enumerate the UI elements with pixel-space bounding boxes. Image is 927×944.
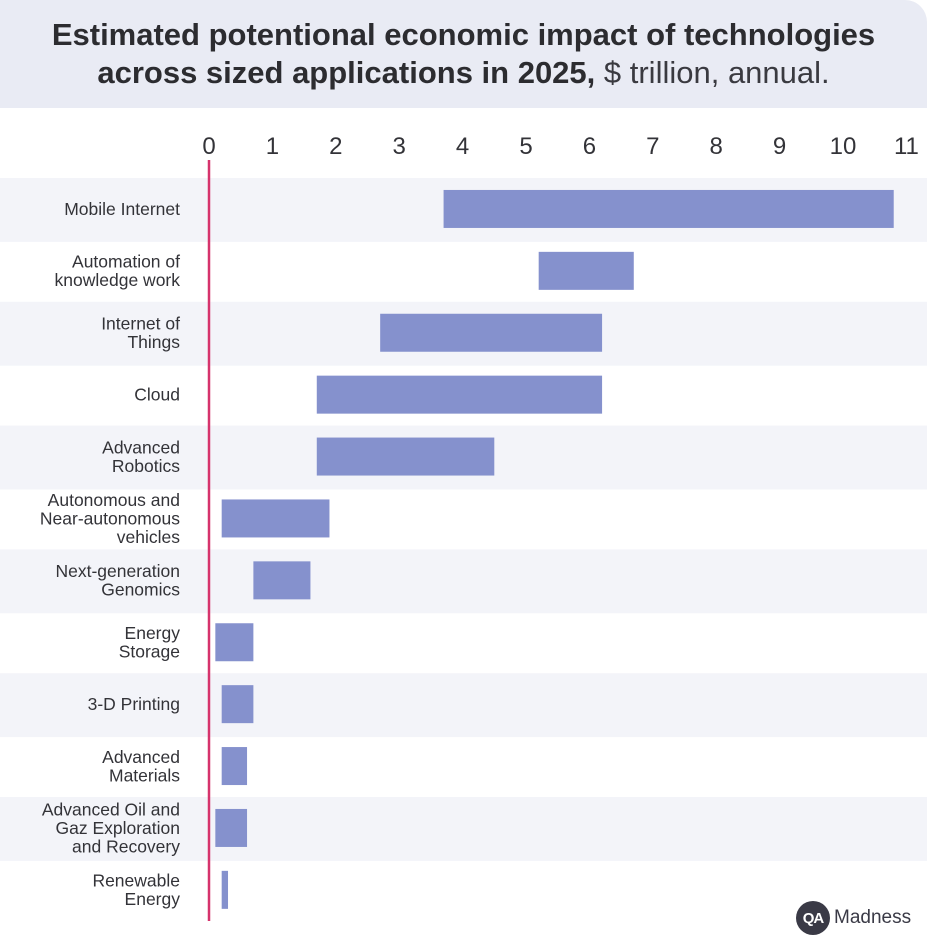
category-label-line: Materials (109, 765, 180, 785)
category-label: Mobile Internet (64, 199, 180, 219)
category-label: Autonomous and Near-autonomous vehicles (40, 490, 180, 547)
category-label-line: Mobile Internet (64, 199, 180, 219)
range-bar (221, 685, 254, 724)
category-label: Advanced Oil and Gaz Exploration and Recov… (42, 799, 180, 856)
x-tick-label: 9 (773, 133, 786, 160)
range-bar (443, 189, 894, 228)
range-bar (316, 375, 603, 414)
category-label-line: Autonomous and (48, 490, 180, 510)
chart-title-line-1: Estimated potentional economic impact of… (51, 17, 876, 52)
category-label-line: Genomics (101, 580, 180, 600)
x-tick-label: 7 (646, 133, 659, 160)
row-band (0, 673, 927, 738)
category-label: Renewable Energy (92, 871, 180, 910)
category-label-line: Automation of (72, 252, 180, 272)
x-tick-label: 0 (202, 133, 215, 160)
category-label-line: Near-autonomous (40, 508, 180, 528)
row-band (0, 797, 927, 861)
category-label: Internet of Things (101, 314, 180, 353)
category-label-line: Advanced (102, 747, 180, 767)
x-tick-label: 10 (830, 133, 857, 160)
range-bar (316, 437, 495, 476)
x-tick-label: 3 (393, 133, 406, 160)
category-label-line: Things (127, 332, 180, 352)
row-band (0, 549, 927, 614)
category-label-line: Internet of (101, 314, 180, 334)
x-tick-label: 11 (894, 133, 919, 160)
category-label-line: and Recovery (72, 836, 180, 856)
x-tick-label: 5 (519, 133, 532, 160)
category-label-line: Storage (119, 642, 180, 662)
chart-title-line-2-bold: across sized applications in 2025, (97, 55, 596, 90)
category-label-line: Renewable (92, 871, 180, 891)
x-tick-label: 1 (266, 133, 279, 160)
x-tick-label: 8 (710, 133, 723, 160)
watermark-logo: QA Madness (796, 899, 911, 937)
range-bar (221, 747, 248, 786)
category-label: Advanced Materials (102, 747, 180, 786)
range-bar (215, 623, 254, 662)
category-label: Automation of knowledge work (55, 252, 181, 291)
range-bar (221, 870, 229, 909)
category-label: Advanced Robotics (102, 437, 180, 476)
category-label-line: Next-generation (55, 561, 180, 581)
chart-title-unit: $ trillion, annual. (595, 55, 830, 90)
category-label-line: Advanced (102, 437, 180, 457)
range-bar (538, 251, 634, 290)
x-tick-label: 4 (456, 133, 469, 160)
chart-header: Estimated potentional economic impact of… (0, 0, 927, 108)
range-bar (221, 499, 330, 538)
x-tick-label: 2 (329, 133, 342, 160)
watermark-text: Madness (834, 907, 912, 928)
range-bar (253, 561, 311, 600)
category-label-line: knowledge work (55, 270, 181, 290)
category-label: Cloud (134, 385, 180, 405)
category-label-line: 3-D Printing (88, 694, 180, 714)
category-label-line: Robotics (112, 456, 180, 476)
category-label: 3-D Printing (88, 694, 180, 714)
category-label: Energy Storage (119, 623, 181, 662)
range-bar (380, 313, 603, 352)
chart-title-line-2: across sized applications in 2025, $ tri… (0, 54, 927, 92)
x-tick-label: 6 (583, 133, 596, 160)
category-label-line: Gaz Exploration (55, 818, 180, 838)
category-label-line: Cloud (134, 385, 180, 405)
watermark-badge: QA (796, 901, 830, 935)
category-label-line: Energy (125, 889, 181, 909)
range-bar (215, 808, 248, 847)
category-label-line: Energy (125, 623, 181, 643)
category-label-line: vehicles (117, 527, 180, 547)
category-label: Next-generation Genomics (55, 561, 180, 600)
category-label-line: Advanced Oil and (42, 799, 180, 819)
